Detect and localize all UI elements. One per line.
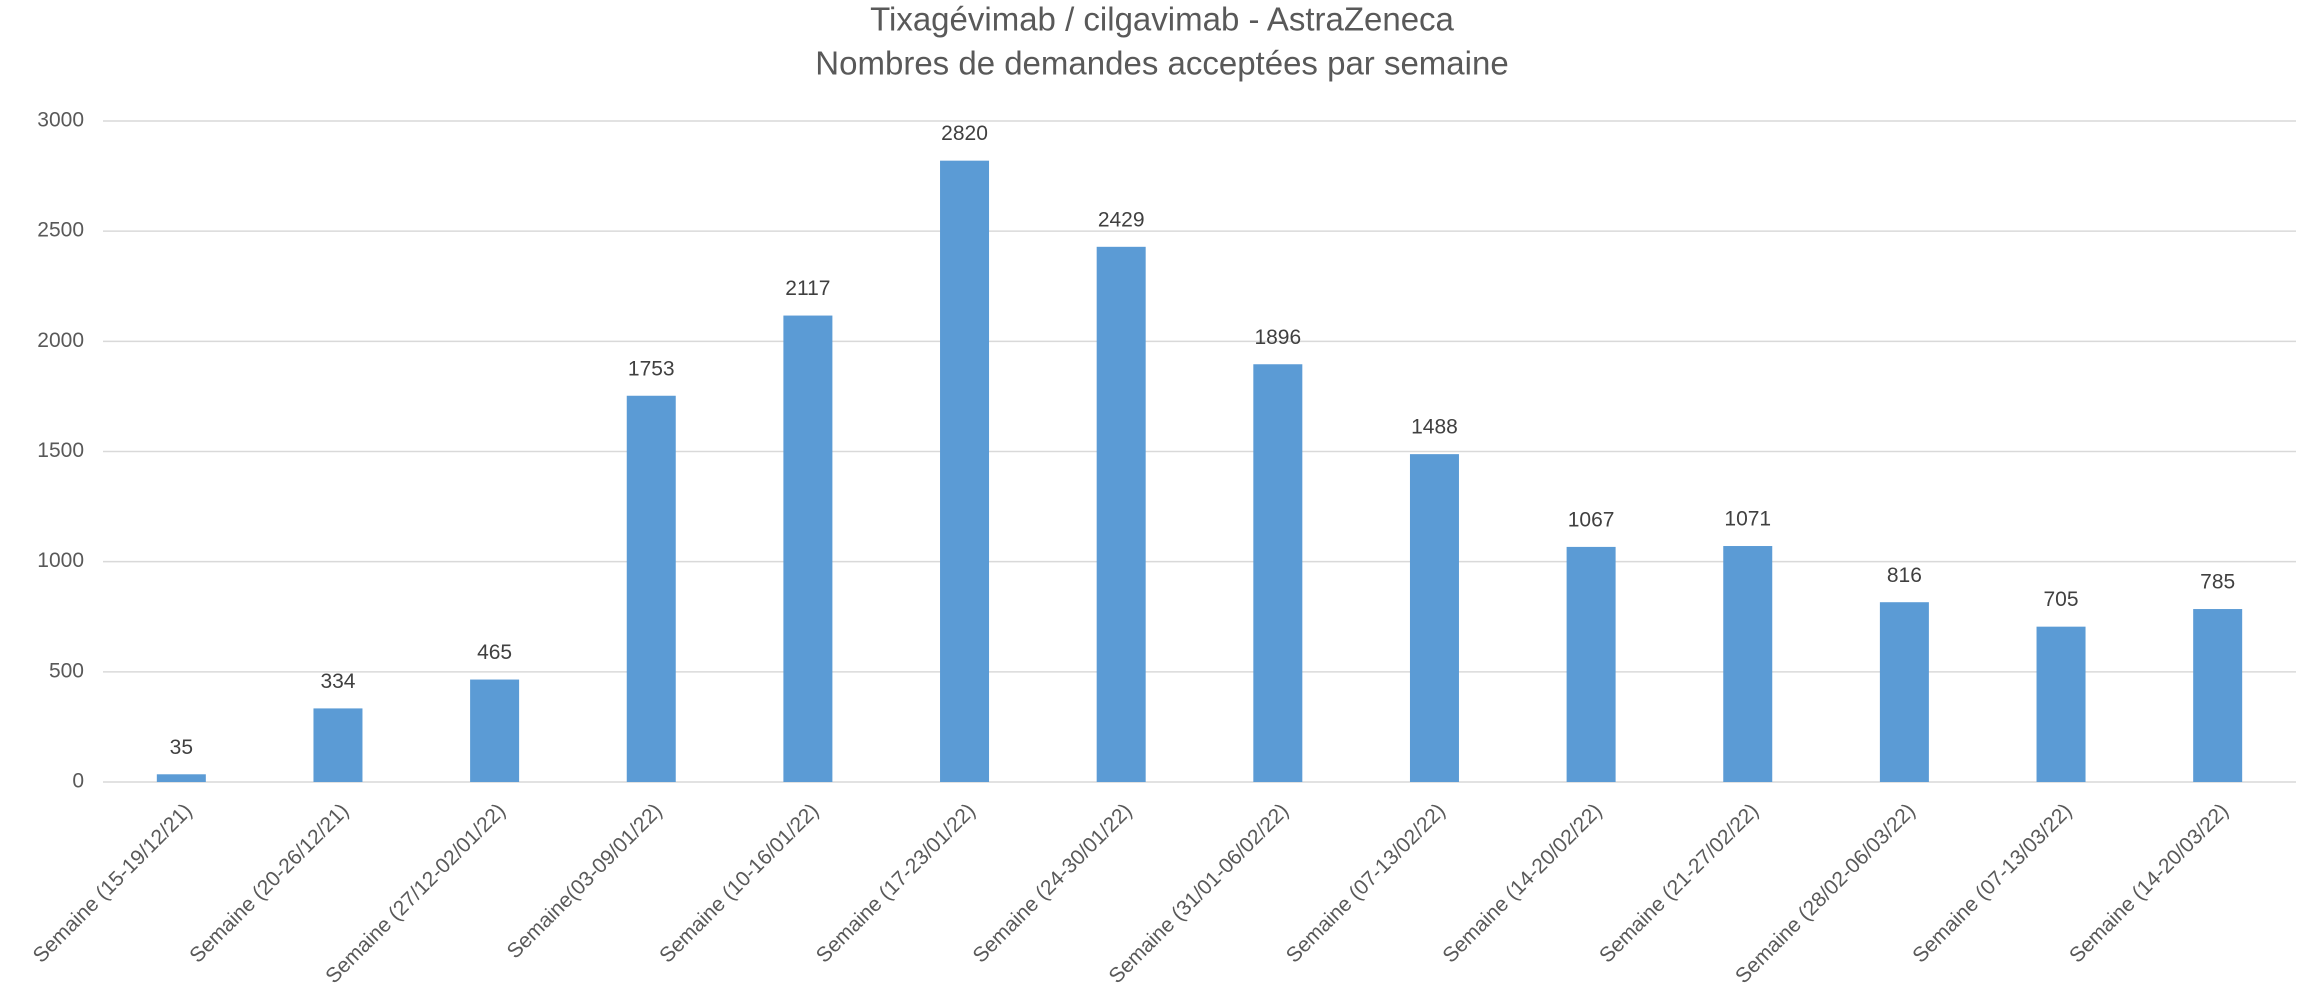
y-tick-label: 0 [72,770,84,793]
data-label: 1071 [1724,508,1771,531]
bar [1253,364,1303,782]
data-label: 1753 [628,357,675,380]
y-tick-label: 1500 [37,439,84,462]
data-label: 705 [2044,588,2079,611]
data-label: 2429 [1098,208,1145,231]
x-tick-label: Semaine (10-16/01/22) [655,799,823,967]
bar [156,774,206,782]
bar [1096,246,1146,783]
bar [470,679,520,782]
bar [940,160,990,782]
bar [1723,546,1773,782]
x-tick-label: Semaine (21-27/02/22) [1595,799,1763,967]
x-tick-label: Semaine (07-13/03/22) [1908,799,2076,967]
data-label: 2820 [941,122,988,145]
x-tick-label: Semaine (07-13/02/22) [1282,799,1450,967]
bar [783,315,833,782]
bar [313,708,363,782]
x-tick-label: Semaine(03-09/01/22) [503,799,667,963]
data-label: 1067 [1568,508,1615,531]
data-label: 2117 [785,277,830,300]
data-label: 816 [1887,564,1922,587]
y-tick-label: 2000 [37,329,84,352]
data-label: 1488 [1411,416,1458,439]
bar [2193,609,2243,782]
x-tick-label: Semaine (28/02-06/03/22) [1731,799,1920,988]
data-label: 1896 [1254,326,1301,349]
bar [626,395,676,782]
bar [1879,602,1929,782]
x-tick-label: Semaine (14-20/02/22) [1438,799,1606,967]
chart-subtitle: Nombres de demandes acceptées par semain… [815,45,1508,82]
x-tick-label: Semaine (15-19/12/21) [29,799,197,967]
bar [1409,454,1459,782]
chart-title: Tixagévimab / cilgavimab - AstraZeneca [870,1,1454,38]
x-tick-label: Semaine (20-26/12/21) [185,799,353,967]
x-tick-label: Semaine (31/01-06/02/22) [1104,799,1293,988]
y-tick-label: 500 [49,659,84,682]
data-label: 35 [170,736,193,759]
data-label: 465 [477,641,512,664]
x-tick-label: Semaine (17-23/01/22) [812,799,980,967]
y-tick-label: 1000 [37,549,84,572]
x-tick-label: Semaine (27/12-02/01/22) [321,799,510,988]
bar [1566,546,1616,782]
data-label: 785 [2200,571,2235,594]
bar [2036,626,2086,782]
y-tick-label: 3000 [37,109,84,132]
x-tick-label: Semaine (24-30/01/22) [968,799,1136,967]
x-tick-label: Semaine (14-20/03/22) [2065,799,2233,967]
data-label: 334 [320,670,355,693]
y-tick-label: 2500 [37,219,84,242]
